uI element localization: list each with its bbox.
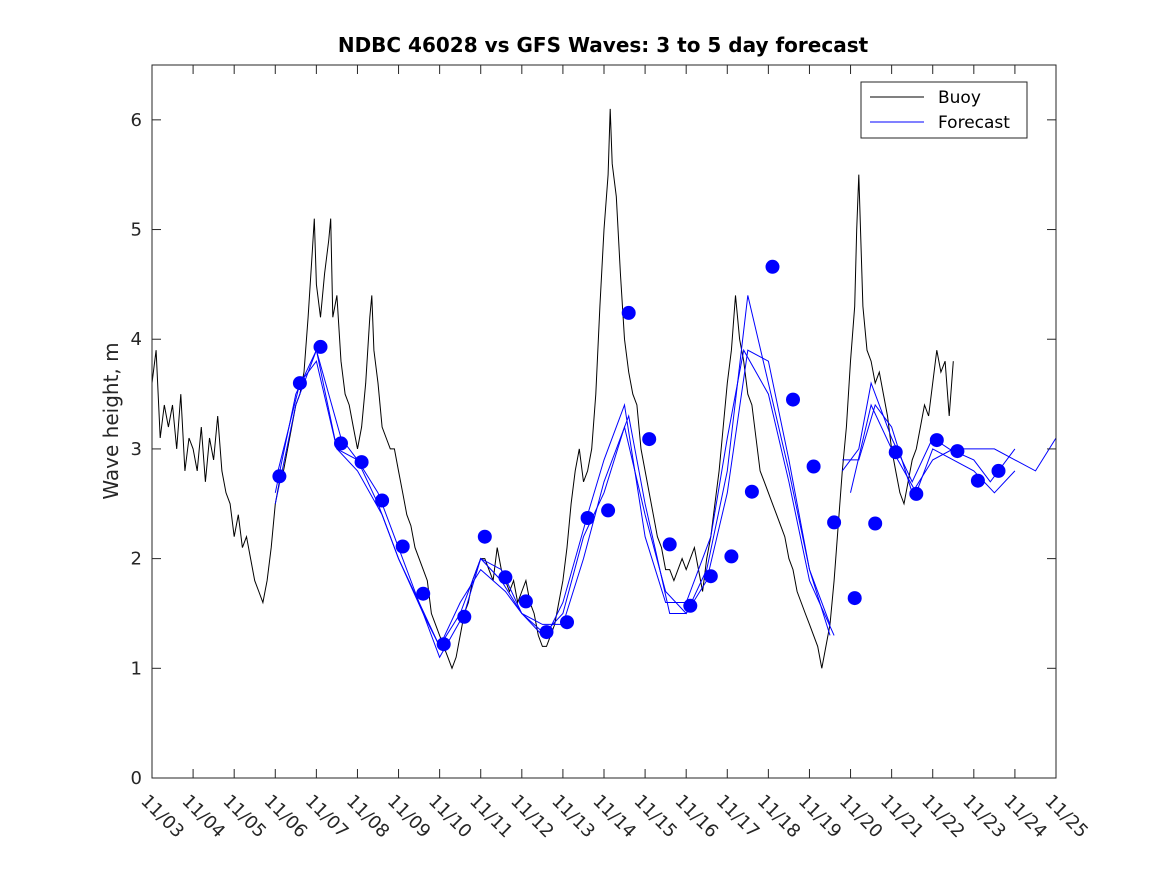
forecast-point — [724, 549, 739, 564]
forecast-point — [683, 598, 698, 613]
legend-box — [860, 81, 1028, 139]
x-tick-label: 11/11 — [465, 791, 517, 843]
forecast-point — [703, 569, 718, 584]
forecast-point — [601, 503, 616, 518]
forecast-point — [375, 493, 390, 508]
x-tick-label: 11/10 — [424, 791, 476, 843]
forecast-series-line-2 — [274, 348, 831, 659]
forecast-point — [806, 459, 821, 474]
forecast-point — [539, 625, 554, 640]
x-tick-label: 11/16 — [671, 791, 723, 843]
forecast-point — [662, 537, 677, 552]
x-tick-label: 11/20 — [835, 791, 887, 843]
forecast-point — [292, 376, 307, 391]
forecast-point — [765, 259, 780, 274]
forecast-point — [334, 436, 348, 451]
forecast-point — [560, 615, 574, 630]
forecast-point — [395, 539, 410, 554]
y-tick-label: 2 — [131, 549, 142, 570]
forecast-point — [868, 516, 883, 531]
forecast-series-line-5 — [850, 403, 1016, 494]
x-tick-label: 11/06 — [260, 791, 312, 843]
x-tick-label: 11/18 — [753, 791, 805, 843]
y-tick-label: 0 — [131, 768, 142, 789]
y-tick-label: 1 — [131, 658, 142, 679]
x-tick-label: 11/17 — [712, 791, 764, 843]
y-axis-label: Wave height, m — [99, 342, 123, 499]
plot-background — [152, 65, 1056, 778]
forecast-point — [457, 609, 472, 624]
x-tick-label: 11/07 — [301, 791, 353, 843]
x-tick-label: 11/05 — [219, 791, 271, 843]
forecast-point — [970, 473, 985, 488]
x-tick-label: 11/13 — [547, 791, 599, 843]
legend-forecast-label: Forecast — [938, 113, 1010, 133]
forecast-point — [313, 339, 328, 354]
x-tick-label: 11/03 — [136, 791, 188, 843]
forecast-point — [642, 432, 657, 447]
x-tick-label: 11/14 — [588, 791, 640, 843]
x-tick-label: 11/04 — [178, 791, 230, 843]
forecast-point — [909, 486, 924, 501]
forecast-point — [744, 484, 759, 499]
x-tick-label: 11/22 — [917, 791, 969, 843]
forecast-point — [950, 444, 965, 459]
legend: Buoy Forecast — [860, 81, 1028, 139]
forecast-point — [621, 305, 636, 320]
x-tick-label: 11/12 — [506, 791, 558, 843]
forecast-point — [272, 469, 287, 484]
x-tick-label: 11/23 — [958, 791, 1010, 843]
forecast-series-line-1 — [274, 348, 835, 648]
x-tick-label: 11/08 — [342, 791, 394, 843]
forecast-point — [991, 463, 1006, 478]
forecast-point — [518, 594, 533, 609]
x-tick-label: 11/19 — [794, 791, 846, 843]
x-tick-label: 11/21 — [876, 791, 928, 843]
forecast-point — [847, 591, 862, 606]
marker-layer — [272, 259, 1006, 652]
forecast-point — [416, 586, 431, 601]
forecast-series-line-4 — [841, 381, 1016, 483]
y-tick-label: 5 — [131, 220, 142, 241]
forecast-point — [827, 515, 842, 530]
forecast-point — [436, 637, 451, 652]
chart-title: NDBC 46028 vs GFS Waves: 3 to 5 day fore… — [338, 33, 869, 57]
y-tick-label: 4 — [131, 329, 142, 350]
x-tick-label: 11/25 — [1040, 791, 1092, 843]
forecast-point — [498, 570, 513, 585]
x-tick-label: 11/15 — [630, 791, 682, 843]
forecast-point — [477, 529, 492, 544]
forecast-point — [354, 455, 369, 470]
x-tick-label: 11/24 — [999, 791, 1051, 843]
x-tick-label: 11/09 — [383, 791, 435, 843]
y-axis: 0 1 2 3 4 5 6 — [131, 110, 1056, 789]
y-tick-label: 6 — [131, 110, 142, 131]
forecast-point — [786, 392, 800, 407]
forecast-point — [929, 433, 944, 448]
y-tick-label: 3 — [131, 439, 142, 460]
forecast-point — [580, 511, 595, 525]
forecast-point — [888, 445, 903, 460]
legend-buoy-label: Buoy — [938, 88, 981, 108]
